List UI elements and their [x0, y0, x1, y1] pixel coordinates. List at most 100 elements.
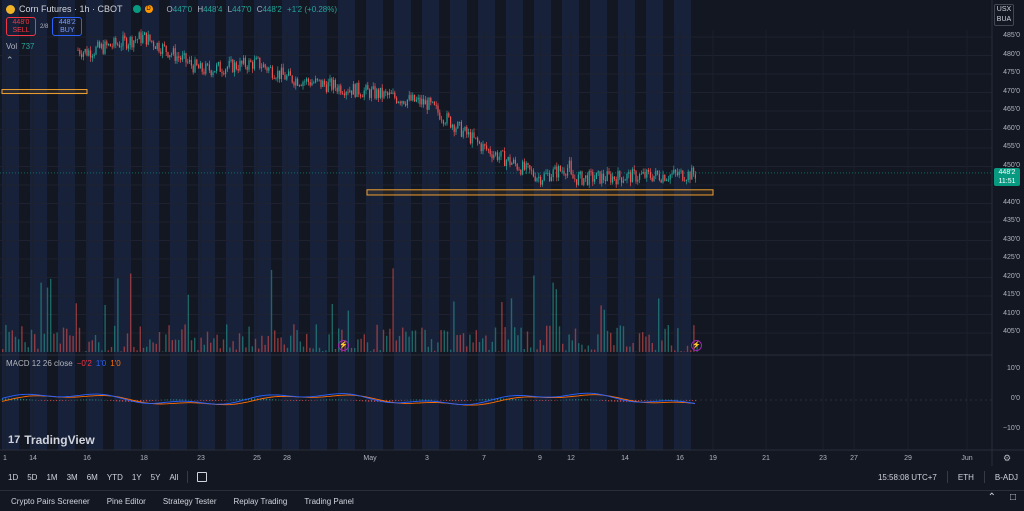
candle-body — [288, 71, 290, 76]
volume-bar — [37, 348, 39, 352]
chart-settings-gear-icon[interactable]: ⚙ — [1003, 453, 1012, 463]
candle-body — [244, 57, 246, 67]
event-flash-icon[interactable]: ⚡ — [338, 340, 349, 351]
candle-body — [306, 78, 308, 82]
candle-body — [545, 173, 547, 175]
volume-legend[interactable]: Vol 737 — [6, 42, 34, 51]
tab-pine-editor[interactable]: Pine Editor — [106, 496, 146, 506]
range-button-1d[interactable]: 1D — [8, 472, 19, 482]
candle-body — [543, 173, 545, 181]
volume-bar — [245, 347, 247, 352]
volume-bar — [59, 343, 61, 352]
session-band — [254, 0, 271, 450]
macd-histogram-bar — [389, 400, 391, 402]
macd-histogram-bar — [260, 398, 262, 401]
candle-body — [210, 70, 212, 76]
currency-unit-button[interactable]: USX BUA — [994, 4, 1014, 26]
candle-body — [81, 54, 83, 57]
candle-body — [453, 124, 455, 133]
volume-bar — [286, 347, 289, 352]
tab-trading-panel[interactable]: Trading Panel — [304, 496, 354, 506]
candle-body — [487, 149, 489, 151]
candle-body — [448, 113, 450, 117]
macd-histogram-bar — [452, 400, 454, 402]
price-axis[interactable]: 485'0 480'0 475'0 470'0 465'0 460'0 455'0 450'0… — [992, 0, 1024, 450]
time-axis[interactable]: 1 14 16 18 23 25 28 May 3 7 9 12 14 16 19 21 23 27 29 Jun — [0, 450, 992, 466]
sell-button[interactable]: 448'0 SELL — [6, 17, 36, 36]
macd-histogram-bar — [68, 400, 70, 401]
buy-button[interactable]: 448'2 BUY — [52, 17, 83, 36]
go-to-date-calendar-icon[interactable] — [197, 472, 208, 482]
macd-histogram-bar — [17, 398, 19, 401]
event-flash-icon[interactable]: ⚡ — [691, 340, 702, 351]
macd-histogram-bar — [521, 399, 523, 401]
macd-histogram-bar — [554, 400, 556, 401]
macd-histogram-bar — [671, 399, 673, 401]
maximize-panel-icon[interactable]: □ — [1009, 492, 1016, 503]
adjustment-button[interactable]: B-ADJ — [994, 472, 1018, 482]
macd-legend[interactable]: MACD 12 26 close −0'2 1'0 1'0 — [6, 359, 121, 368]
volume-bar — [149, 339, 151, 352]
macd-histogram-bar — [74, 399, 76, 401]
candle-body — [217, 62, 219, 65]
macd-histogram-bar — [89, 399, 91, 401]
volume-bar — [325, 350, 327, 352]
candle-body — [658, 174, 660, 181]
macd-histogram-bar — [470, 400, 472, 401]
candle-body — [158, 42, 160, 52]
macd-histogram-bar — [23, 398, 25, 401]
candle-body — [486, 145, 488, 150]
macd-histogram-bar — [44, 400, 46, 401]
volume-bar — [5, 324, 7, 352]
macd-histogram-bar — [239, 399, 241, 401]
candle-body — [331, 78, 333, 90]
volume-bar — [494, 327, 497, 352]
tab-crypto-pairs-screener[interactable]: Crypto Pairs Screener — [11, 496, 90, 506]
delayed-data-icon[interactable]: D — [144, 5, 153, 13]
symbol-title[interactable]: Corn Futures · 1h · CBOT — [19, 4, 123, 14]
candle-body — [187, 61, 189, 63]
market-status-icon[interactable] — [132, 5, 141, 13]
volume-bar — [66, 328, 68, 352]
range-button-all[interactable]: All — [169, 472, 179, 482]
macd-histogram-bar — [305, 400, 307, 401]
range-button-1m[interactable]: 1M — [46, 472, 58, 482]
candle-body — [264, 64, 266, 68]
range-button-1y[interactable]: 1Y — [131, 472, 142, 482]
time-tick-label: 19 — [709, 455, 717, 462]
candle-body — [608, 171, 610, 174]
spread-value: 2/8 — [40, 23, 49, 30]
range-button-3m[interactable]: 3M — [66, 472, 78, 482]
tab-strategy-tester[interactable]: Strategy Tester — [162, 496, 217, 506]
symbol-legend[interactable]: Corn Futures · 1h · CBOT D O447'0 H448'4… — [6, 4, 340, 14]
range-button-5y[interactable]: 5Y — [150, 472, 161, 482]
tradingview-logo[interactable]: 17 TradingView — [8, 433, 95, 447]
candle-body — [675, 169, 677, 173]
candle-body — [351, 90, 353, 95]
volume-bar — [312, 348, 314, 352]
candle-body — [315, 78, 317, 83]
session-band — [338, 0, 355, 450]
volume-bar — [110, 347, 113, 352]
volume-bar — [645, 336, 647, 352]
candle-body — [354, 84, 356, 97]
tab-replay-trading[interactable]: Replay Trading — [233, 496, 288, 506]
range-button-6m[interactable]: 6M — [86, 472, 98, 482]
session-button[interactable]: ETH — [957, 472, 974, 482]
range-button-ytd[interactable]: YTD — [106, 472, 123, 482]
candle-body — [261, 67, 263, 69]
collapse-panel-icon[interactable]: ⌃ — [987, 492, 996, 503]
candle-body — [189, 59, 191, 62]
candle-body — [336, 87, 338, 92]
candle-body — [297, 78, 299, 86]
clock-timezone[interactable]: 15:58:08 UTC+7 — [877, 472, 937, 482]
volume-bar — [638, 333, 641, 352]
candle-body — [160, 51, 162, 55]
range-button-5d[interactable]: 5D — [27, 472, 38, 482]
volume-bar — [213, 338, 215, 352]
collapse-legend-icon[interactable]: ⌃ — [6, 55, 14, 65]
volume-bar — [507, 339, 509, 352]
candle-body — [171, 54, 173, 55]
macd-histogram-bar — [212, 400, 214, 402]
